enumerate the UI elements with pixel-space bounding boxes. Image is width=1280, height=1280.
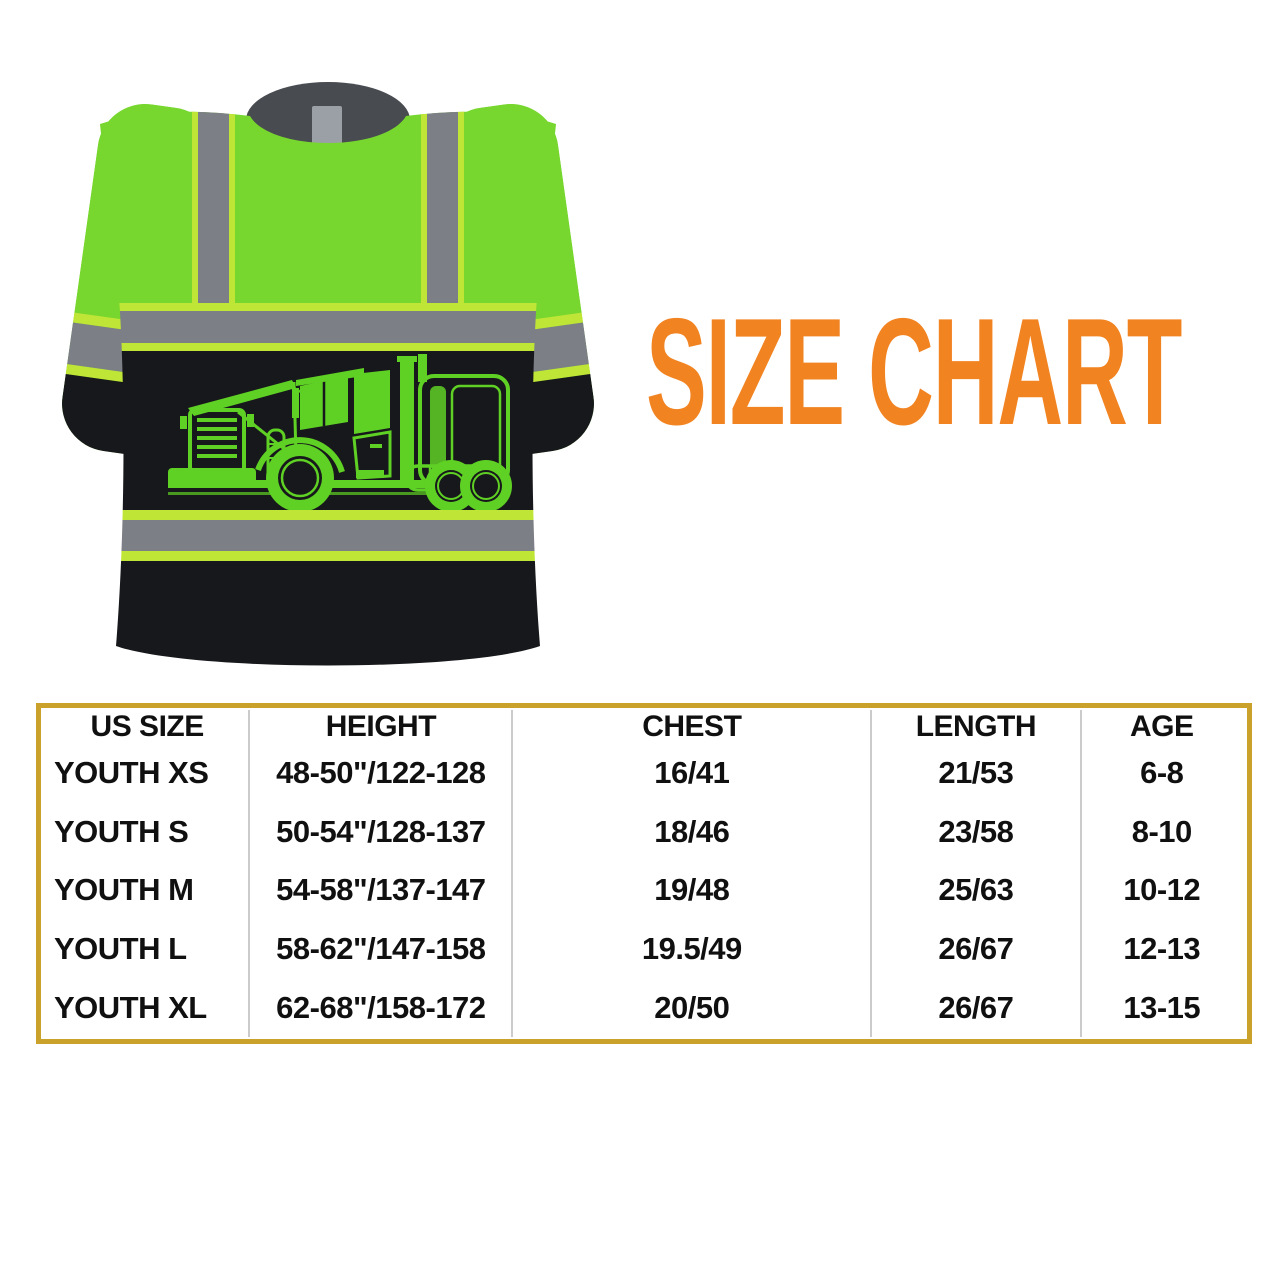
header-age: AGE [1130,710,1194,743]
header-chest: CHEST [512,710,873,744]
cell-age: 13-15 [1123,989,1201,1025]
cell-chest: 19/48 [512,861,873,920]
vertical-reflective-stripes [192,111,464,303]
table-header-row: US SIZE HEIGHT CHEST LENGTH AGE [46,710,1242,744]
truck-graphic [168,354,512,512]
cell-size: YOUTH XS [46,744,251,803]
cell-length: 21/53 [871,744,1082,803]
cell-size: YOUTH S [46,802,251,862]
hem [100,561,556,666]
table-row: YOUTH M 54-58"/137-147 19/48 25/63 10-12 [46,861,1242,920]
table-row: YOUTH XS 48-50"/122-128 16/41 21/53 6-8 [46,744,1242,803]
header-height: HEIGHT [249,710,514,744]
cell-chest: 20/50 [512,978,873,1037]
safety-tshirt-image [55,82,601,666]
size-table-frame: US SIZE HEIGHT CHEST LENGTH AGE YOUTH XS… [36,703,1252,1044]
cell-chest: 19.5/49 [512,919,873,979]
cell-length: 23/58 [871,802,1082,862]
cell-length: 26/67 [871,919,1082,979]
cell-age: 10-12 [1123,872,1201,908]
cell-age: 8-10 [1131,813,1193,849]
size-chart-title: SIZE CHART [646,287,1182,457]
cell-chest: 16/41 [512,744,873,803]
cell-size: YOUTH M [46,861,251,920]
table-row: YOUTH L 58-62"/147-158 19.5/49 26/67 12-… [46,919,1242,979]
cell-age: 12-13 [1123,931,1201,967]
table-row: YOUTH XL 62-68"/158-172 20/50 26/67 13-1… [46,978,1242,1037]
rear-wheels [425,460,512,512]
cell-height: 58-62"/147-158 [249,919,514,979]
size-table: US SIZE HEIGHT CHEST LENGTH AGE YOUTH XS… [46,710,1242,1037]
shirt-body [100,111,556,666]
cell-height: 50-54"/128-137 [249,802,514,862]
cell-size: YOUTH L [46,919,251,979]
cell-height: 54-58"/137-147 [249,861,514,920]
cell-height: 48-50"/122-128 [249,744,514,803]
cell-age: 6-8 [1140,755,1184,791]
product-photo [46,66,630,670]
table-row: YOUTH S 50-54"/128-137 18/46 23/58 8-10 [46,802,1242,862]
hem-reflective-band [100,510,556,561]
cell-size: YOUTH XL [46,978,251,1037]
chest-reflective-band [100,303,556,351]
cell-height: 62-68"/158-172 [249,978,514,1037]
cell-length: 26/67 [871,978,1082,1037]
cell-chest: 18/46 [512,802,873,862]
cell-length: 25/63 [871,861,1082,920]
header-length: LENGTH [871,710,1082,744]
header-us-size: US SIZE [46,710,251,744]
